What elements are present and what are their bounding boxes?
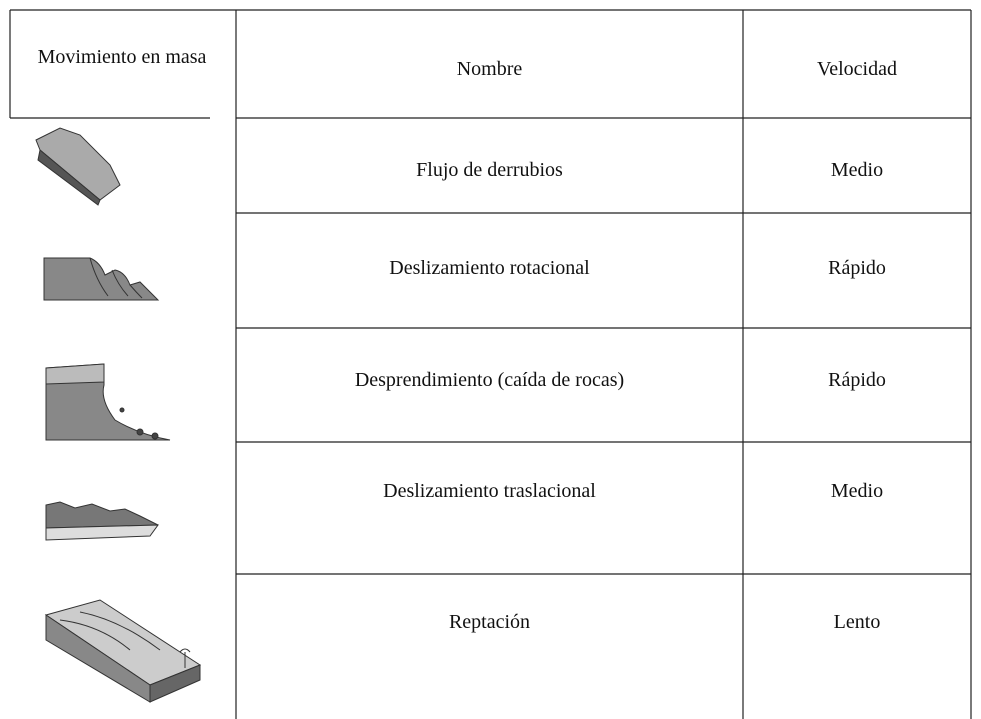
header-cell: Movimiento en masa bbox=[37, 46, 207, 68]
name-cell: Desprendimiento (caída de rocas) bbox=[354, 369, 625, 391]
speed-cell: Lento bbox=[833, 611, 881, 633]
illustration-debris-flow bbox=[35, 127, 121, 206]
illustration-translational-slide bbox=[45, 501, 160, 541]
speed-cell: Rápido bbox=[828, 257, 886, 279]
speed-cell: Medio bbox=[830, 480, 884, 502]
speed-cell: Medio bbox=[830, 159, 884, 181]
name-cell: Flujo de derrubios bbox=[416, 159, 563, 181]
name-cell: Deslizamiento rotacional bbox=[389, 257, 590, 279]
speed-cell: Rápido bbox=[828, 369, 886, 391]
illustration-creep bbox=[44, 599, 202, 703]
header-cell: Velocidad bbox=[817, 58, 897, 80]
name-cell: Deslizamiento traslacional bbox=[383, 480, 596, 502]
name-cell: Reptación bbox=[448, 611, 531, 633]
illustration-rockfall bbox=[45, 363, 171, 441]
header-cell: Nombre bbox=[456, 58, 523, 80]
illustration-rotational-slide bbox=[43, 257, 160, 301]
